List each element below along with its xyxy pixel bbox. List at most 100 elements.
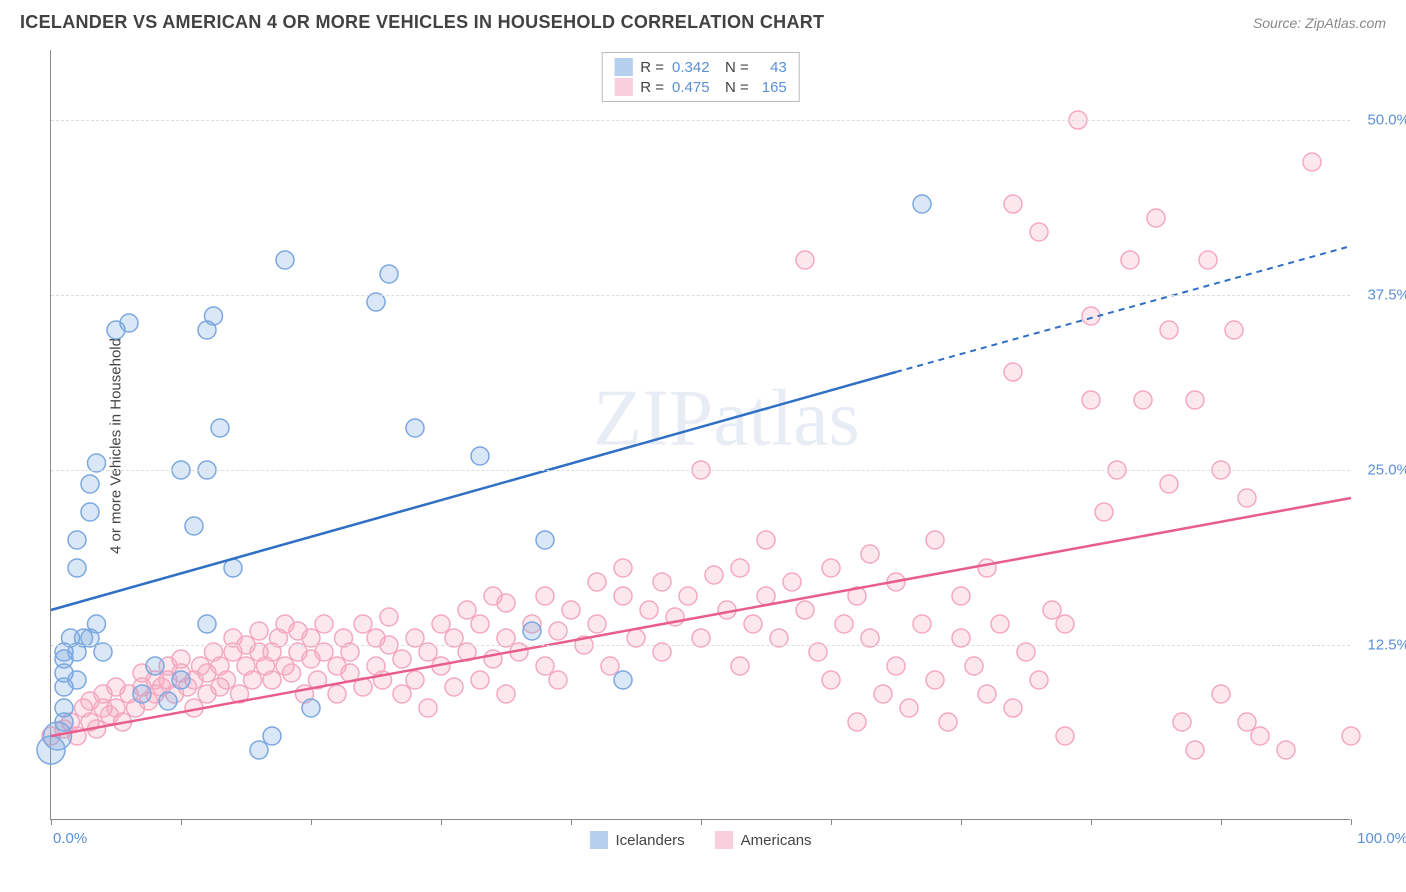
americans-point — [549, 671, 567, 689]
americans-point — [744, 615, 762, 633]
americans-point — [1277, 741, 1295, 759]
n-label: N = — [725, 79, 749, 96]
americans-point — [250, 622, 268, 640]
x-axis-min-label: 0.0% — [53, 830, 87, 847]
correlation-legend: R =0.342N =43R =0.475N =165 — [601, 52, 800, 102]
americans-point — [952, 587, 970, 605]
americans-point — [1225, 321, 1243, 339]
americans-point — [536, 587, 554, 605]
icelanders-point — [211, 419, 229, 437]
americans-point — [796, 251, 814, 269]
x-tick — [51, 819, 52, 825]
corr-row-americans: R =0.475N =165 — [614, 77, 787, 97]
y-tick-label: 50.0% — [1367, 112, 1406, 129]
icelanders-trendline — [51, 372, 896, 610]
americans-point — [432, 615, 450, 633]
americans-point — [458, 601, 476, 619]
americans-point — [900, 699, 918, 717]
gridline — [51, 470, 1350, 471]
americans-point — [1160, 321, 1178, 339]
icelanders-point — [406, 419, 424, 437]
x-legend: IcelandersAmericans — [589, 831, 811, 849]
americans-point — [1199, 251, 1217, 269]
r-label: R = — [640, 59, 664, 76]
x-tick — [571, 819, 572, 825]
americans-point — [1212, 685, 1230, 703]
americans-point — [1043, 601, 1061, 619]
icelanders-point — [250, 741, 268, 759]
icelanders-point — [133, 685, 151, 703]
americans-point — [172, 650, 190, 668]
americans-point — [393, 685, 411, 703]
americans-swatch-icon — [614, 78, 632, 96]
x-tick — [701, 819, 702, 825]
x-tick — [1221, 819, 1222, 825]
americans-point — [328, 685, 346, 703]
americans-point — [796, 601, 814, 619]
icelanders-point — [68, 531, 86, 549]
americans-point — [978, 559, 996, 577]
americans-point — [471, 615, 489, 633]
americans-point — [822, 559, 840, 577]
icelanders-point — [913, 195, 931, 213]
americans-point — [536, 657, 554, 675]
americans-point — [497, 594, 515, 612]
plot-svg — [51, 50, 1350, 819]
icelanders-point — [68, 559, 86, 577]
americans-point — [731, 657, 749, 675]
americans-point — [1186, 741, 1204, 759]
r-label: R = — [640, 79, 664, 96]
americans-point — [218, 671, 236, 689]
americans-point — [1173, 713, 1191, 731]
americans-point — [1004, 195, 1022, 213]
americans-point — [848, 713, 866, 731]
icelanders-point — [81, 503, 99, 521]
x-tick — [1091, 819, 1092, 825]
americans-legend-label: Americans — [741, 832, 812, 849]
americans-point — [283, 664, 301, 682]
americans-point — [1342, 727, 1360, 745]
americans-point — [614, 587, 632, 605]
americans-point — [1082, 391, 1100, 409]
n-label: N = — [725, 59, 749, 76]
americans-point — [822, 671, 840, 689]
icelanders-point — [523, 622, 541, 640]
americans-n-value: 165 — [757, 79, 787, 96]
icelanders-point — [263, 727, 281, 745]
icelanders-legend-swatch-icon — [589, 831, 607, 849]
americans-point — [1082, 307, 1100, 325]
americans-point — [757, 531, 775, 549]
americans-point — [244, 671, 262, 689]
americans-point — [991, 615, 1009, 633]
y-tick-label: 25.0% — [1367, 462, 1406, 479]
americans-point — [263, 671, 281, 689]
corr-row-icelanders: R =0.342N =43 — [614, 57, 787, 77]
icelanders-point — [88, 615, 106, 633]
americans-point — [783, 573, 801, 591]
americans-point — [1251, 727, 1269, 745]
americans-point — [380, 608, 398, 626]
americans-point — [887, 657, 905, 675]
americans-point — [588, 615, 606, 633]
y-tick-label: 37.5% — [1367, 287, 1406, 304]
x-tick — [831, 819, 832, 825]
americans-point — [497, 685, 515, 703]
icelanders-point — [146, 657, 164, 675]
icelanders-point — [120, 314, 138, 332]
americans-point — [1238, 489, 1256, 507]
icelanders-point — [81, 475, 99, 493]
americans-point — [1160, 475, 1178, 493]
americans-point — [978, 685, 996, 703]
americans-point — [705, 566, 723, 584]
americans-point — [614, 559, 632, 577]
americans-point — [965, 657, 983, 675]
americans-point — [471, 671, 489, 689]
americans-point — [1056, 727, 1074, 745]
americans-point — [1004, 363, 1022, 381]
americans-point — [640, 601, 658, 619]
icelanders-r-value: 0.342 — [672, 59, 717, 76]
americans-point — [1303, 153, 1321, 171]
americans-point — [1238, 713, 1256, 731]
gridline — [51, 120, 1350, 121]
x-tick — [311, 819, 312, 825]
